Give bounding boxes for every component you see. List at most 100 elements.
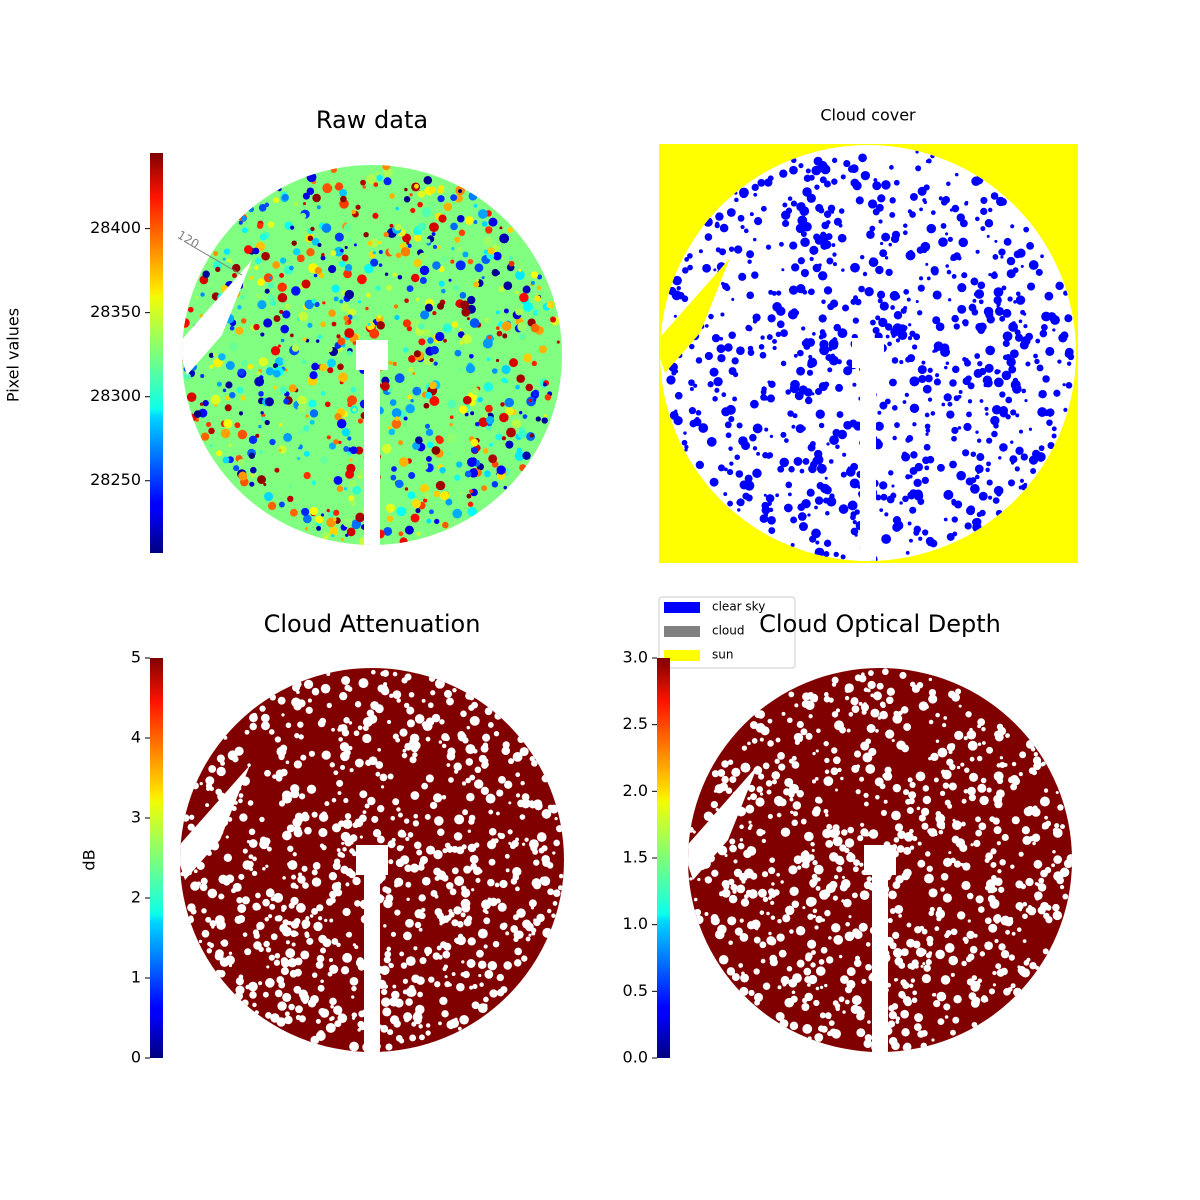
image-speckle — [702, 263, 712, 273]
image-speckle — [268, 276, 272, 280]
image-speckle — [1037, 883, 1047, 892]
image-speckle — [282, 310, 291, 319]
image-speckle — [329, 964, 339, 974]
image-speckle — [768, 507, 774, 513]
image-speckle — [845, 921, 850, 927]
image-speckle — [254, 265, 259, 270]
image-speckle — [326, 672, 331, 677]
image-speckle — [739, 481, 747, 489]
image-speckle — [359, 790, 368, 799]
image-speckle — [767, 175, 774, 182]
image-speckle — [487, 840, 497, 850]
image-speckle — [1002, 308, 1012, 318]
image-speckle — [996, 301, 1001, 307]
image-speckle — [422, 498, 428, 503]
image-speckle — [554, 817, 558, 821]
image-speckle — [903, 831, 914, 842]
image-speckle — [863, 1039, 873, 1049]
image-speckle — [724, 421, 732, 429]
image-speckle — [1052, 903, 1060, 912]
image-speckle — [832, 895, 838, 901]
image-speckle — [375, 761, 384, 769]
image-speckle — [355, 512, 365, 523]
image-speckle — [921, 822, 929, 830]
image-speckle — [951, 314, 959, 323]
image-speckle — [850, 527, 859, 536]
image-speckle — [344, 813, 352, 820]
image-speckle — [804, 992, 813, 1002]
image-speckle — [958, 237, 968, 248]
image-speckle — [215, 949, 224, 958]
image-speckle — [925, 432, 929, 436]
image-speckle — [382, 165, 391, 171]
image-speckle — [775, 331, 782, 338]
image-speckle — [826, 956, 834, 964]
image-speckle — [736, 499, 742, 506]
image-speckle — [386, 515, 394, 523]
image-speckle — [792, 973, 802, 983]
image-speckle — [892, 231, 899, 238]
image-speckle — [460, 710, 467, 718]
image-speckle — [806, 369, 814, 376]
image-speckle — [879, 481, 888, 490]
image-speckle — [1018, 485, 1023, 490]
image-speckle — [728, 416, 735, 423]
image-speckle — [287, 495, 294, 503]
image-speckle — [449, 415, 454, 420]
image-speckle — [426, 518, 432, 524]
image-speckle — [238, 220, 243, 225]
image-speckle — [402, 978, 409, 984]
image-speckle — [532, 848, 539, 855]
image-speckle — [832, 836, 843, 847]
image-speckle — [223, 735, 228, 740]
image-speckle — [200, 292, 205, 297]
image-speckle — [402, 319, 412, 328]
image-speckle — [1031, 449, 1041, 459]
image-speckle — [302, 950, 307, 956]
image-speckle — [935, 811, 942, 817]
image-speckle — [441, 1010, 449, 1018]
image-speckle — [404, 525, 414, 535]
image-speckle — [997, 726, 1007, 736]
image-speckle — [812, 860, 818, 866]
image-speckle — [855, 196, 864, 205]
image-speckle — [869, 319, 876, 326]
image-speckle — [847, 851, 853, 857]
image-speckle — [407, 491, 416, 499]
image-speckle — [406, 326, 413, 332]
image-speckle — [852, 866, 859, 873]
image-speckle — [929, 539, 938, 548]
image-speckle — [499, 233, 510, 244]
image-speckle — [322, 301, 326, 305]
image-speckle — [352, 1016, 356, 1020]
image-speckle — [428, 675, 436, 682]
image-speckle — [417, 863, 425, 871]
image-speckle — [846, 979, 856, 989]
image-speckle — [414, 921, 422, 929]
image-speckle — [483, 1003, 488, 1008]
image-speckle — [477, 928, 488, 939]
image-speckle — [906, 807, 914, 815]
image-speckle — [520, 798, 531, 809]
image-speckle — [403, 416, 408, 421]
image-speckle — [954, 730, 964, 740]
image-speckle — [528, 398, 532, 403]
image-speckle — [763, 493, 767, 497]
image-speckle — [398, 440, 404, 446]
image-speckle — [232, 263, 241, 273]
image-speckle — [454, 1017, 458, 1022]
image-speckle — [345, 533, 349, 537]
image-speckle — [314, 267, 322, 275]
image-speckle — [417, 201, 423, 208]
image-speckle — [244, 729, 250, 735]
image-speckle — [980, 196, 988, 204]
image-speckle — [395, 252, 402, 259]
image-speckle — [1062, 893, 1069, 900]
image-speckle — [523, 353, 533, 363]
image-speckle — [1020, 264, 1024, 268]
image-speckle — [890, 492, 897, 499]
image-speckle — [859, 776, 865, 782]
image-speckle — [902, 230, 908, 236]
image-speckle — [777, 465, 785, 473]
